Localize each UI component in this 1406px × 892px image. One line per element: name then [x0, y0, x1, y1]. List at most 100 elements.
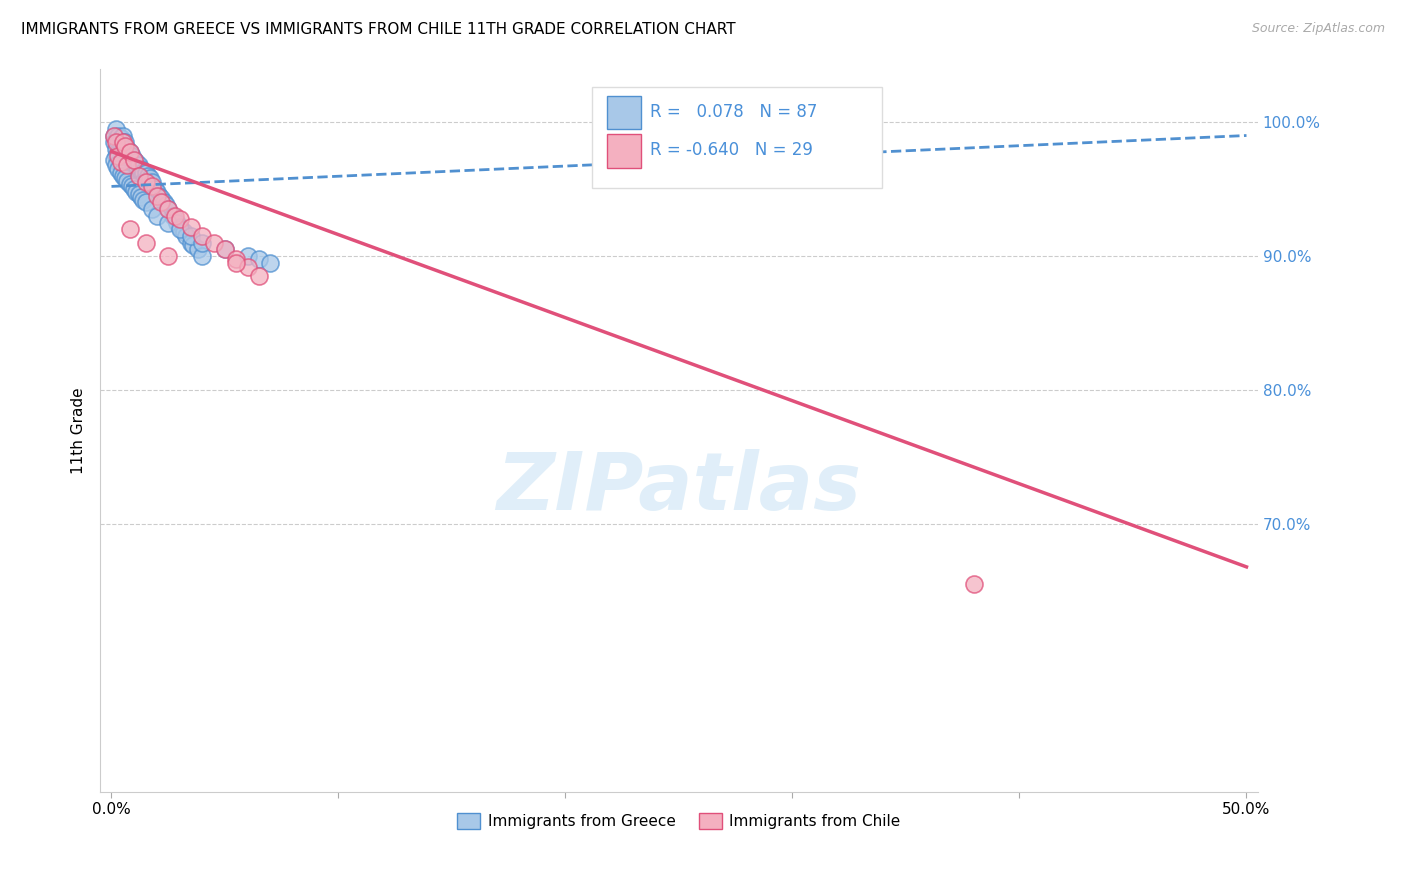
Point — [180, 235, 202, 250]
Point — [111, 135, 134, 149]
Point — [157, 202, 180, 217]
Point — [114, 171, 136, 186]
Point — [141, 175, 163, 189]
Point — [180, 229, 202, 244]
Point — [157, 216, 180, 230]
Text: Source: ZipAtlas.com: Source: ZipAtlas.com — [1251, 22, 1385, 36]
Point — [105, 121, 128, 136]
Legend: Immigrants from Greece, Immigrants from Chile: Immigrants from Greece, Immigrants from … — [451, 806, 907, 835]
Point — [107, 128, 129, 143]
Point — [122, 153, 145, 167]
Point — [202, 235, 225, 250]
Point — [118, 145, 141, 159]
Point — [125, 155, 148, 169]
Point — [117, 174, 139, 188]
Point — [141, 202, 163, 217]
Point — [128, 169, 150, 183]
Point — [117, 158, 139, 172]
Point — [157, 202, 180, 217]
Point — [118, 153, 141, 167]
Point — [111, 155, 134, 169]
Point — [118, 161, 141, 176]
Point — [105, 148, 128, 162]
Point — [191, 249, 214, 263]
Point — [125, 166, 148, 180]
Point — [132, 164, 155, 178]
Point — [103, 128, 125, 143]
Point — [180, 219, 202, 234]
Point — [148, 188, 170, 202]
Point — [107, 135, 129, 149]
FancyBboxPatch shape — [607, 135, 641, 168]
Point — [146, 209, 169, 223]
Text: R =   0.078   N = 87: R = 0.078 N = 87 — [650, 103, 817, 121]
Point — [176, 229, 198, 244]
Point — [103, 153, 125, 167]
Point — [107, 155, 129, 169]
Point — [117, 158, 139, 172]
Point — [139, 182, 162, 196]
Point — [963, 577, 986, 591]
Point — [136, 169, 159, 183]
Point — [169, 211, 191, 226]
Point — [169, 219, 191, 234]
Point — [150, 195, 173, 210]
Point — [236, 249, 259, 263]
Point — [169, 222, 191, 236]
Point — [225, 256, 247, 270]
Point — [247, 269, 270, 284]
Point — [129, 190, 152, 204]
Text: IMMIGRANTS FROM GREECE VS IMMIGRANTS FROM CHILE 11TH GRADE CORRELATION CHART: IMMIGRANTS FROM GREECE VS IMMIGRANTS FRO… — [21, 22, 735, 37]
Point — [121, 148, 143, 162]
Point — [129, 161, 152, 176]
Point — [128, 187, 150, 202]
Y-axis label: 11th Grade: 11th Grade — [72, 387, 86, 474]
Point — [122, 171, 145, 186]
Point — [135, 195, 157, 210]
Point — [132, 193, 155, 207]
Point — [114, 135, 136, 149]
Point — [110, 155, 132, 169]
Point — [225, 252, 247, 266]
FancyBboxPatch shape — [607, 96, 641, 129]
Point — [111, 135, 134, 149]
Point — [105, 142, 128, 156]
Point — [135, 235, 157, 250]
Point — [118, 177, 141, 191]
Point — [129, 171, 152, 186]
Point — [125, 185, 148, 199]
Point — [111, 128, 134, 143]
Point — [114, 139, 136, 153]
FancyBboxPatch shape — [592, 87, 882, 188]
Point — [155, 198, 177, 212]
Point — [132, 175, 155, 189]
Point — [110, 166, 132, 180]
Point — [122, 153, 145, 167]
Point — [141, 179, 163, 194]
Point — [150, 192, 173, 206]
Point — [114, 145, 136, 159]
Point — [111, 145, 134, 159]
Point — [122, 182, 145, 196]
Text: R = -0.640   N = 29: R = -0.640 N = 29 — [650, 141, 813, 160]
Point — [191, 229, 214, 244]
Point — [105, 135, 128, 149]
Point — [166, 216, 188, 230]
Point — [118, 222, 141, 236]
Point — [128, 169, 150, 183]
Point — [117, 148, 139, 162]
Point — [214, 243, 236, 257]
Point — [139, 171, 162, 186]
Point — [152, 195, 174, 210]
Point — [105, 158, 128, 172]
Point — [259, 256, 281, 270]
Point — [136, 179, 159, 194]
Point — [121, 158, 143, 172]
Point — [181, 238, 204, 252]
Point — [111, 169, 134, 183]
Point — [110, 145, 132, 159]
Text: ZIPatlas: ZIPatlas — [496, 449, 862, 527]
Point — [110, 131, 132, 145]
Point — [107, 148, 129, 162]
Point — [118, 145, 141, 159]
